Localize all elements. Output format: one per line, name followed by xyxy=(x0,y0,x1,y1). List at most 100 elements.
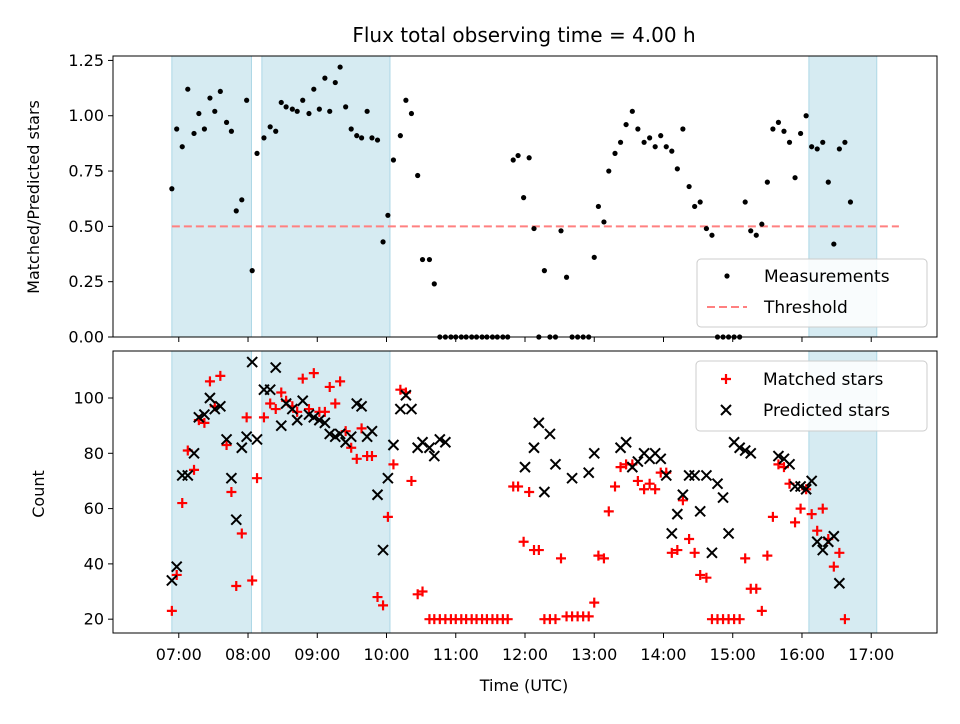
measurement-point xyxy=(526,155,532,161)
predicted-star-point xyxy=(377,544,389,556)
predicted-star-point xyxy=(632,455,644,468)
y-tick-label: 0.25 xyxy=(68,272,104,291)
predicted-star-point xyxy=(236,442,248,454)
measurement-point xyxy=(306,110,312,117)
matched-star-point xyxy=(677,495,688,506)
measurement-point xyxy=(641,139,647,145)
predicted-star-point xyxy=(549,458,562,471)
y-tick-label: 20 xyxy=(84,610,104,629)
measurement-point xyxy=(322,75,328,81)
predicted-star-point xyxy=(434,433,446,446)
matched-star-point xyxy=(817,503,828,514)
predicted-star-point xyxy=(225,472,238,484)
measurement-point xyxy=(358,135,365,141)
x-tick-label: 08:00 xyxy=(225,645,271,664)
legend-matched-label: Matched stars xyxy=(763,370,883,390)
measurement-point xyxy=(278,99,284,106)
measurement-point xyxy=(327,108,333,114)
matched-star-point xyxy=(382,511,393,522)
measurement-point xyxy=(786,139,793,145)
measurement-point xyxy=(239,197,245,203)
predicted-star-point xyxy=(783,458,796,471)
measurement-point xyxy=(343,104,349,110)
measurement-point xyxy=(814,146,820,152)
matched-star-point xyxy=(632,475,643,486)
predicted-star-point xyxy=(694,505,706,518)
predicted-star-point xyxy=(533,417,545,429)
measurement-point xyxy=(390,157,397,163)
measurement-point xyxy=(403,97,409,103)
measurement-point xyxy=(606,168,612,174)
predicted-star-point xyxy=(182,469,194,482)
predicted-star-point xyxy=(423,442,436,454)
predicted-star-point xyxy=(324,428,336,440)
predicted-star-point xyxy=(394,403,407,415)
predicted-star-point xyxy=(671,508,684,520)
measurement-point xyxy=(591,254,597,260)
predicted-star-point xyxy=(739,444,751,457)
predicted-star-point xyxy=(334,428,346,440)
measurement-point xyxy=(397,133,403,139)
matched-star-point xyxy=(351,453,362,464)
predicted-star-point xyxy=(355,400,368,413)
matched-star-point xyxy=(177,498,188,509)
matched-star-point xyxy=(589,597,600,608)
shaded-interval xyxy=(261,55,391,338)
measurement-point xyxy=(261,135,267,141)
matched-star-point xyxy=(795,503,806,514)
matched-star-point xyxy=(189,464,200,475)
measurement-point xyxy=(201,126,208,132)
measurement-point xyxy=(283,104,289,110)
legend-matched-marker xyxy=(721,374,731,384)
predicted-star-point xyxy=(209,403,221,415)
matched-star-point xyxy=(615,462,626,473)
measurement-point xyxy=(680,126,686,132)
matched-star-point xyxy=(524,487,535,497)
matched-star-point xyxy=(356,423,367,434)
predicted-star-point xyxy=(789,480,801,493)
measurement-point xyxy=(244,97,250,103)
x-tick-label: 13:00 xyxy=(571,645,617,664)
matched-star-point xyxy=(518,536,529,547)
predicted-star-point xyxy=(371,489,384,501)
x-axis-label: Time (UTC) xyxy=(479,676,568,695)
matched-star-point xyxy=(308,368,319,379)
predicted-star-point xyxy=(582,466,595,479)
measurement-point xyxy=(748,228,754,234)
measurement-point xyxy=(612,150,618,156)
measurement-point xyxy=(191,130,197,137)
measurement-point xyxy=(267,124,273,130)
measurement-point xyxy=(669,148,675,154)
measurement-point xyxy=(663,144,669,150)
predicted-star-point xyxy=(700,469,713,482)
matched-star-point xyxy=(258,412,269,423)
predicted-star-point xyxy=(828,530,840,542)
measurement-point xyxy=(647,135,653,141)
predicted-star-point xyxy=(313,414,326,426)
predicted-star-point xyxy=(620,436,632,448)
bottom-y-axis-label: Count xyxy=(29,470,48,518)
measurement-point xyxy=(337,64,343,70)
predicted-star-point xyxy=(198,408,211,421)
predicted-star-point xyxy=(387,439,400,451)
matched-star-point xyxy=(790,517,801,528)
matched-star-point xyxy=(346,442,357,453)
measurement-point xyxy=(764,179,770,185)
measurement-point xyxy=(185,86,191,92)
measurement-point xyxy=(601,219,607,225)
matched-star-point xyxy=(695,569,706,580)
matched-star-point xyxy=(603,506,614,517)
measurement-point xyxy=(228,128,235,134)
legend-measurements-marker xyxy=(724,273,730,279)
legend-predicted-label: Predicted stars xyxy=(763,401,890,421)
matched-star-point xyxy=(204,376,215,387)
predicted-star-point xyxy=(717,491,729,504)
measurement-point xyxy=(369,135,375,141)
y-tick-label: 80 xyxy=(84,444,104,463)
measurement-point xyxy=(273,128,279,134)
matched-star-point xyxy=(319,406,330,417)
predicted-star-point xyxy=(660,469,672,482)
predicted-star-point xyxy=(308,411,320,424)
matched-star-point xyxy=(330,398,341,409)
predicted-star-point xyxy=(246,356,258,368)
